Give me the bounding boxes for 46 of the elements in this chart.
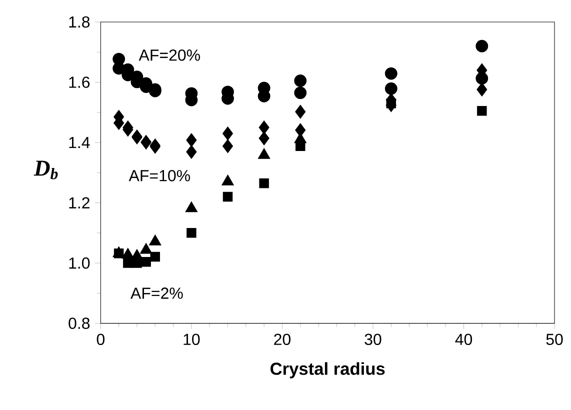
y-tick-label: 1.4: [69, 137, 90, 148]
point: [222, 174, 234, 186]
point: [186, 133, 197, 147]
x-tick-label: 20: [274, 334, 290, 346]
y-tick-label: 1.8: [69, 16, 90, 28]
point: [222, 139, 233, 153]
point: [186, 145, 197, 159]
point: [131, 249, 143, 260]
point: [386, 98, 396, 108]
point: [384, 67, 398, 80]
x-tick-label: 30: [364, 334, 382, 346]
point: [294, 74, 307, 87]
y-axis-title: D$_{b}$: [34, 160, 58, 180]
point: [122, 248, 134, 259]
point: [112, 52, 126, 66]
point: [222, 126, 233, 140]
point: [186, 202, 198, 212]
x-tick-label: 10: [184, 334, 200, 346]
point: [258, 148, 270, 159]
y-tick-label: 1.2: [69, 197, 90, 208]
x-axis-title: Crystal radius: [270, 362, 385, 378]
x-tick-label: 40: [455, 334, 472, 346]
y-tick-label: 1.6: [69, 76, 90, 88]
point: [259, 178, 269, 188]
y-tick-label: 1.0: [69, 257, 90, 269]
point: [477, 106, 487, 116]
point: [258, 132, 270, 146]
point: [476, 82, 488, 96]
x-tick-label: 50: [546, 334, 563, 346]
point: [384, 82, 398, 95]
point: [141, 256, 151, 267]
point: [222, 192, 233, 202]
annotation: AF=20%: [138, 49, 200, 61]
point: [140, 243, 152, 254]
annotation: AF=10%: [128, 170, 190, 182]
point: [294, 86, 307, 100]
point: [476, 40, 488, 52]
point: [295, 105, 306, 119]
x-tick-label: 0: [96, 334, 105, 346]
point: [149, 234, 162, 246]
point: [186, 228, 196, 238]
point: [123, 258, 133, 268]
point: [258, 120, 270, 134]
annotation: AF=2%: [130, 288, 183, 299]
y-tick-label: 0.8: [68, 318, 90, 329]
point: [150, 252, 160, 262]
